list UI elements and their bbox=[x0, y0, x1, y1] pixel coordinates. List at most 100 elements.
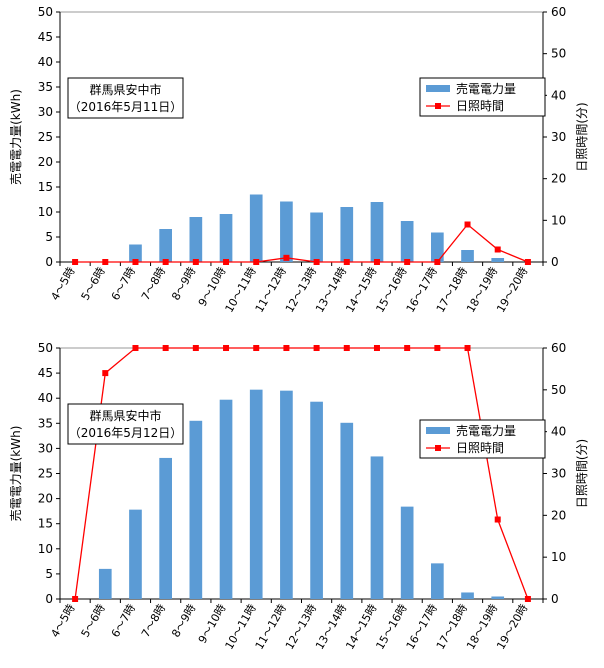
x-tick-label: 6～7時 bbox=[109, 602, 138, 640]
bar bbox=[129, 244, 142, 262]
x-tick-label: 5～6時 bbox=[79, 602, 108, 640]
left-axis-title: 売電電力量(kWh) bbox=[8, 89, 23, 185]
x-tick-label: 8～9時 bbox=[169, 265, 198, 303]
left-tick-label: 45 bbox=[38, 30, 53, 44]
sunshine-point bbox=[162, 259, 169, 265]
legend-bar-label: 売電電力量 bbox=[456, 423, 516, 438]
x-tick-label: 7～8時 bbox=[139, 265, 168, 303]
right-tick-label: 20 bbox=[551, 508, 566, 522]
legend-line-label: 日照時間 bbox=[456, 441, 504, 455]
bar bbox=[370, 202, 384, 262]
annotation-box bbox=[67, 403, 184, 445]
bar bbox=[159, 229, 172, 262]
sunshine-point bbox=[524, 596, 531, 602]
right-tick-label: 30 bbox=[551, 130, 566, 144]
left-tick-label: 50 bbox=[38, 341, 53, 355]
x-tick-label: 8～9時 bbox=[169, 602, 198, 640]
legend-bar-swatch bbox=[426, 427, 450, 434]
sunshine-point bbox=[313, 345, 320, 351]
bar bbox=[189, 217, 203, 262]
right-tick-label: 60 bbox=[551, 341, 566, 355]
sunshine-point bbox=[494, 516, 501, 523]
left-tick-label: 45 bbox=[38, 366, 53, 380]
right-tick-label: 10 bbox=[551, 550, 566, 564]
bar bbox=[98, 568, 112, 599]
sunshine-point bbox=[102, 259, 109, 265]
right-tick-label: 40 bbox=[551, 425, 566, 439]
sunshine-point bbox=[404, 259, 411, 265]
sunshine-point bbox=[72, 259, 79, 265]
left-tick-label: 30 bbox=[38, 105, 53, 119]
sunshine-point bbox=[313, 259, 320, 265]
left-tick-label: 10 bbox=[38, 542, 53, 556]
annotation-date: （2016年5月12日） bbox=[69, 426, 182, 440]
sunshine-point bbox=[464, 345, 471, 351]
bar bbox=[491, 596, 505, 599]
sunshine-point bbox=[162, 345, 169, 351]
legend-box bbox=[419, 77, 546, 117]
sunshine-point bbox=[223, 345, 230, 351]
bar bbox=[249, 194, 263, 262]
chart-1: 0 5 10 15 20 25 30 35 40 45 50 0 10 20 30 40 50 60 4～5時 5～6… bbox=[8, 5, 589, 315]
legend-line-label: 日照時間 bbox=[456, 99, 504, 113]
bar bbox=[340, 207, 354, 262]
annotation-location: 群馬県安中市 bbox=[89, 82, 161, 97]
bar bbox=[280, 201, 293, 262]
left-tick-label: 50 bbox=[38, 5, 53, 19]
left-tick-label: 40 bbox=[38, 55, 53, 69]
left-tick-label: 35 bbox=[38, 80, 53, 94]
bar bbox=[400, 506, 414, 599]
left-tick-label: 20 bbox=[38, 155, 53, 169]
left-tick-label: 5 bbox=[45, 230, 53, 244]
legend-bar-swatch bbox=[426, 85, 450, 92]
left-tick-label: 5 bbox=[45, 567, 53, 581]
x-tick-label: 9～10時 bbox=[196, 265, 229, 309]
bar bbox=[431, 563, 444, 599]
left-tick-label: 25 bbox=[38, 130, 53, 144]
annotation-box bbox=[67, 77, 184, 119]
sunshine-point bbox=[524, 259, 531, 265]
bar bbox=[280, 390, 293, 599]
bar bbox=[249, 389, 263, 599]
sunshine-point bbox=[404, 345, 411, 351]
bar bbox=[189, 420, 203, 599]
chart-2: 0 5 10 15 20 25 30 35 40 45 50 0 10 20 30 40 50 60 4～5時 5～6… bbox=[8, 341, 589, 652]
annotation-location: 群馬県安中市 bbox=[89, 408, 161, 423]
sunshine-point bbox=[192, 259, 199, 265]
sunshine-line bbox=[74, 347, 529, 600]
bar bbox=[400, 221, 414, 262]
sunshine-point bbox=[283, 345, 290, 351]
right-tick-label: 0 bbox=[551, 255, 559, 269]
legend-box bbox=[419, 419, 546, 459]
sunshine-point bbox=[132, 345, 139, 351]
x-tick-label: 4～5時 bbox=[48, 265, 77, 303]
left-tick-label: 30 bbox=[38, 441, 53, 455]
left-axis-title: 売電電力量(kWh) bbox=[8, 426, 23, 522]
sunshine-point bbox=[434, 259, 441, 265]
right-axis-title: 日照時間(分) bbox=[575, 102, 589, 171]
sunshine-point bbox=[464, 221, 471, 228]
legend-line-marker bbox=[435, 445, 441, 451]
sunshine-point bbox=[434, 345, 441, 351]
sunshine-point bbox=[132, 259, 139, 265]
x-tick-label: 4～5時 bbox=[48, 602, 77, 640]
bar bbox=[310, 401, 323, 599]
bar bbox=[310, 212, 323, 262]
bar bbox=[461, 592, 474, 599]
sunshine-point bbox=[373, 259, 380, 265]
bar bbox=[431, 232, 444, 262]
sunshine-point bbox=[192, 345, 199, 351]
right-tick-label: 20 bbox=[551, 172, 566, 186]
left-tick-label: 15 bbox=[38, 180, 53, 194]
sunshine-point bbox=[223, 259, 230, 265]
annotation-date: （2016年5月11日） bbox=[69, 100, 182, 114]
legend-bar-label: 売電電力量 bbox=[456, 81, 516, 96]
sunshine-point bbox=[253, 345, 260, 351]
right-tick-label: 0 bbox=[551, 592, 559, 606]
bar bbox=[219, 214, 233, 262]
left-tick-label: 15 bbox=[38, 517, 53, 531]
left-tick-label: 35 bbox=[38, 416, 53, 430]
sunshine-point bbox=[72, 596, 79, 602]
bar bbox=[461, 250, 474, 262]
